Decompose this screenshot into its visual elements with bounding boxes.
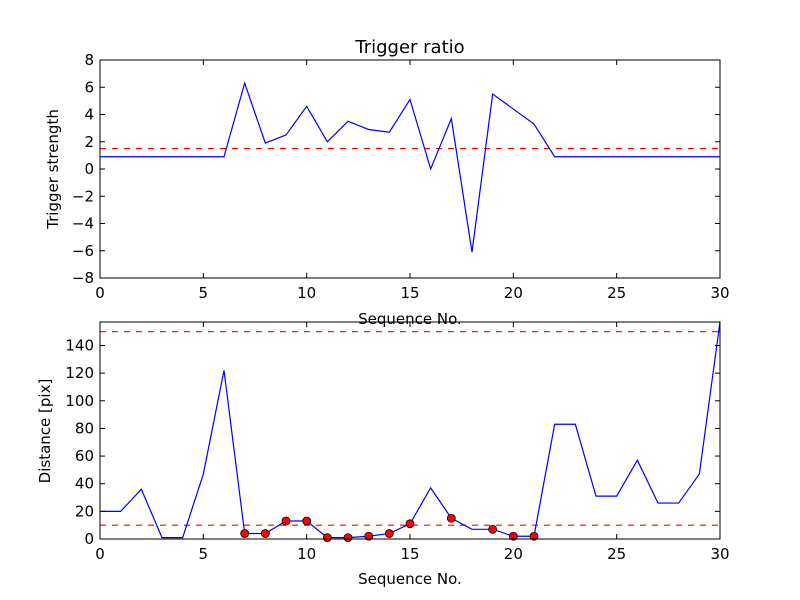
- data-point: [322, 533, 332, 543]
- x-tick-label: 5: [199, 545, 209, 563]
- x-tick-label: 15: [400, 545, 419, 563]
- y-tick-label: 40: [75, 475, 94, 493]
- data-point: [364, 531, 374, 541]
- x-tick-label: 30: [710, 545, 729, 563]
- data-point: [488, 524, 498, 534]
- x-tick-label: 10: [297, 284, 316, 302]
- data-point: [405, 519, 415, 529]
- trigger-ratio-subplot: Trigger ratio Trigger strength Sequence …: [44, 37, 730, 328]
- y-tick-label: 8: [84, 51, 94, 69]
- bottom-x-axis-label: Sequence No.: [358, 570, 462, 588]
- data-point: [343, 533, 353, 543]
- x-tick-label: 25: [607, 545, 626, 563]
- y-tick-label: 60: [75, 447, 94, 465]
- chart-title: Trigger ratio: [354, 37, 464, 58]
- data-point: [529, 531, 539, 541]
- bottom-series-line-0: [100, 322, 720, 539]
- y-tick-label: 140: [65, 336, 94, 354]
- x-tick-label: 20: [504, 545, 523, 563]
- y-tick-label: −4: [72, 215, 94, 233]
- data-point: [446, 513, 456, 523]
- x-tick-label: 0: [95, 545, 105, 563]
- y-tick-label: 0: [84, 530, 94, 548]
- data-point: [384, 529, 394, 538]
- y-tick-label: 4: [84, 106, 94, 124]
- top-series-line-0: [100, 81, 720, 253]
- bottom-y-axis-label: Distance [pix]: [36, 379, 54, 484]
- y-tick-label: 2: [84, 133, 94, 151]
- data-point: [240, 529, 250, 538]
- y-tick-label: −2: [72, 187, 94, 205]
- y-tick-label: 120: [65, 364, 94, 382]
- x-tick-label: 20: [504, 284, 523, 302]
- top-x-axis-label: Sequence No.: [358, 310, 462, 328]
- y-tick-label: 80: [75, 419, 94, 437]
- x-tick-label: 30: [710, 284, 729, 302]
- x-tick-label: 25: [607, 284, 626, 302]
- x-tick-label: 5: [199, 284, 209, 302]
- x-tick-label: 10: [297, 545, 316, 563]
- data-point: [302, 516, 312, 526]
- y-tick-label: 100: [65, 392, 94, 410]
- data-point: [281, 516, 291, 526]
- y-tick-label: 6: [84, 78, 94, 96]
- top-y-axis-label: Trigger strength: [44, 109, 62, 230]
- top-axes-frame: [99, 59, 721, 279]
- distance-subplot: Distance [pix] Sequence No. 0 5 10 15 20 25 30…: [36, 321, 730, 588]
- y-tick-label: −8: [72, 269, 94, 287]
- data-point: [260, 529, 270, 538]
- x-tick-label: 15: [400, 284, 419, 302]
- y-tick-label: −6: [72, 242, 94, 260]
- y-tick-label: 20: [75, 502, 94, 520]
- y-tick-label: 0: [84, 160, 94, 178]
- x-tick-label: 0: [95, 284, 105, 302]
